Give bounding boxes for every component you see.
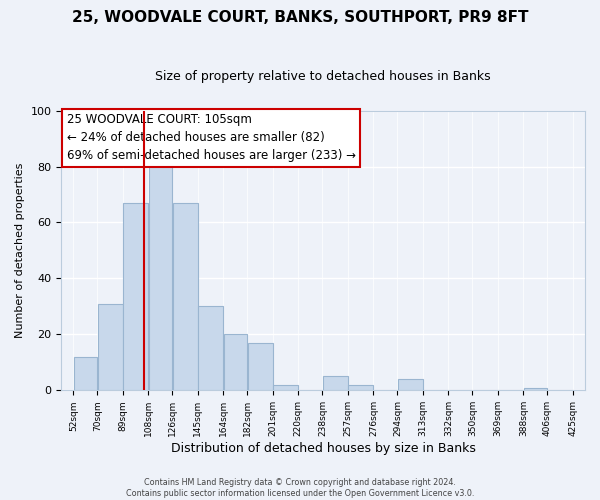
Bar [173,203,197,390]
Bar [348,385,373,390]
Bar [224,334,247,390]
Bar [198,306,223,390]
Bar [123,203,148,390]
Bar [398,379,422,390]
Bar [248,343,272,390]
Text: 25, WOODVALE COURT, BANKS, SOUTHPORT, PR9 8FT: 25, WOODVALE COURT, BANKS, SOUTHPORT, PR… [72,10,528,25]
Text: Contains HM Land Registry data © Crown copyright and database right 2024.
Contai: Contains HM Land Registry data © Crown c… [126,478,474,498]
Bar [98,304,122,390]
Bar [74,357,97,390]
Bar [273,385,298,390]
Text: 25 WOODVALE COURT: 105sqm
← 24% of detached houses are smaller (82)
69% of semi-: 25 WOODVALE COURT: 105sqm ← 24% of detac… [67,114,356,162]
Bar [323,376,347,390]
X-axis label: Distribution of detached houses by size in Banks: Distribution of detached houses by size … [171,442,476,455]
Bar [149,156,172,390]
Title: Size of property relative to detached houses in Banks: Size of property relative to detached ho… [155,70,491,83]
Y-axis label: Number of detached properties: Number of detached properties [15,163,25,338]
Bar [524,388,547,390]
